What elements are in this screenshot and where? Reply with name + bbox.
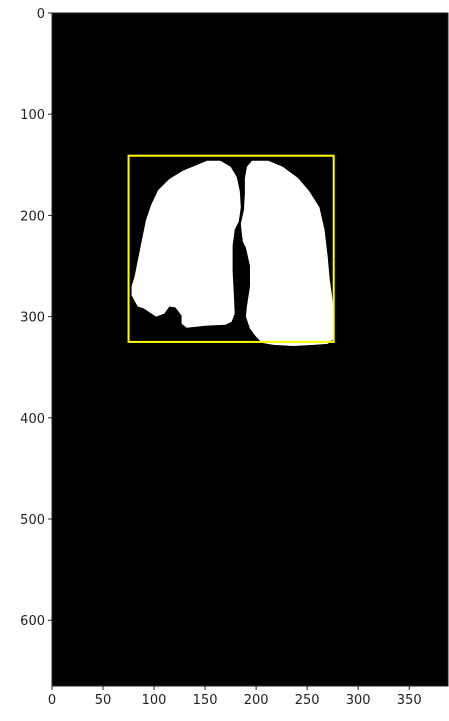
- x-tick-label: 0: [48, 693, 56, 708]
- axes-frame: [51, 12, 449, 687]
- x-tick-label: 200: [244, 693, 269, 708]
- x-tick-label: 350: [397, 693, 422, 708]
- y-tick-label: 600: [20, 614, 45, 629]
- plot-area: [51, 12, 449, 687]
- y-tick-label: 0: [37, 7, 45, 22]
- y-tick-label: 400: [20, 412, 45, 427]
- bounding-box: [127, 154, 335, 343]
- x-tick-label: 150: [193, 693, 218, 708]
- y-tick-label: 200: [20, 209, 45, 224]
- x-tick-label: 50: [95, 693, 112, 708]
- y-tick-label: 300: [20, 311, 45, 326]
- left-lung-mask: [131, 160, 241, 328]
- x-tick-label: 100: [142, 693, 167, 708]
- image-background: [52, 13, 448, 686]
- right-lung-mask: [240, 160, 334, 346]
- y-tick-label: 100: [20, 108, 45, 123]
- y-axis-ticks: 0 100 200 300 400 500 600: [20, 7, 52, 629]
- y-tick-label: 500: [20, 513, 45, 528]
- x-axis-ticks: 0 50 100 150 200 250 300 350: [48, 686, 422, 708]
- x-tick-label: 250: [295, 693, 320, 708]
- lung-mask-layer: [131, 160, 334, 346]
- x-tick-label: 300: [346, 693, 371, 708]
